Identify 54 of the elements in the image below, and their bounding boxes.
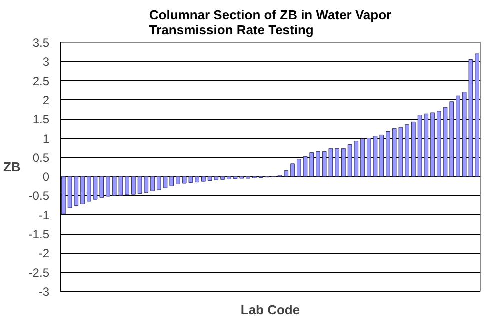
y-tick-label: -3 xyxy=(38,285,50,299)
bar xyxy=(163,176,168,188)
bar xyxy=(380,134,384,177)
bar xyxy=(450,102,454,177)
bar xyxy=(373,136,378,177)
bar xyxy=(62,176,66,214)
y-tick-label: -2 xyxy=(38,246,50,261)
y-axis-title: ZB xyxy=(3,160,21,174)
bar xyxy=(342,148,346,177)
bar xyxy=(170,176,174,186)
bar xyxy=(195,176,200,183)
y-tick-label: 2.5 xyxy=(32,74,50,88)
y-tick-label: 0.5 xyxy=(32,150,50,165)
y-tick-label: 3.5 xyxy=(32,36,50,50)
bar xyxy=(443,107,448,177)
bar xyxy=(106,176,110,197)
y-tick-label: 3 xyxy=(42,55,50,70)
bar xyxy=(335,148,340,177)
y-tick-label: -0.5 xyxy=(28,189,50,204)
bar xyxy=(412,122,416,177)
bar xyxy=(176,176,180,184)
y-tick-label: 2 xyxy=(42,93,50,108)
bar xyxy=(202,176,206,182)
bar xyxy=(386,132,390,177)
bar xyxy=(290,164,295,177)
bar xyxy=(150,176,155,192)
bar xyxy=(456,96,460,177)
bar xyxy=(80,176,85,204)
bar xyxy=(366,138,372,177)
y-tick-label: 0 xyxy=(42,170,50,184)
bar xyxy=(430,112,435,177)
bar xyxy=(125,176,130,196)
bar xyxy=(93,176,98,200)
x-axis-title: Lab Code xyxy=(240,302,300,318)
y-tick-label: -2.5 xyxy=(28,266,50,280)
bar xyxy=(132,176,136,195)
bar xyxy=(296,159,302,177)
bar xyxy=(316,151,320,177)
bar xyxy=(86,176,92,202)
bar xyxy=(436,111,442,177)
bar xyxy=(226,176,232,180)
y-tick-label: -1.5 xyxy=(28,228,50,242)
y-tick-label: -1 xyxy=(38,208,50,222)
bar xyxy=(303,156,308,177)
bar xyxy=(156,176,162,190)
y-tick-label: 1 xyxy=(42,132,50,146)
bar xyxy=(360,138,365,177)
chart-title: Columnar Section of ZB in Water Vapor Transmission Rate Testing xyxy=(149,8,392,38)
bar xyxy=(220,176,225,180)
bar xyxy=(405,124,410,177)
y-tick-label: 1.5 xyxy=(32,112,50,127)
bar xyxy=(310,152,314,177)
bar xyxy=(100,176,104,198)
bar xyxy=(475,54,480,177)
